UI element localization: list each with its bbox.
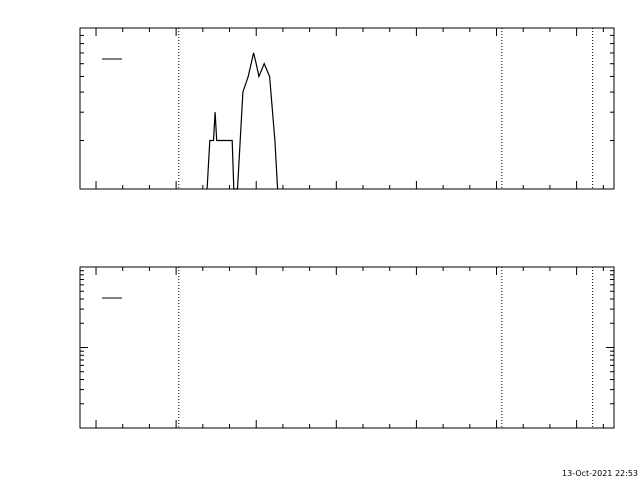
series-line bbox=[206, 52, 279, 190]
plot-frame bbox=[79, 27, 615, 190]
panel-lo-channel bbox=[79, 27, 615, 190]
footer-timestamp: 13-Oct-2021 22:53 bbox=[562, 469, 638, 478]
panel-hi-channel bbox=[79, 266, 615, 429]
